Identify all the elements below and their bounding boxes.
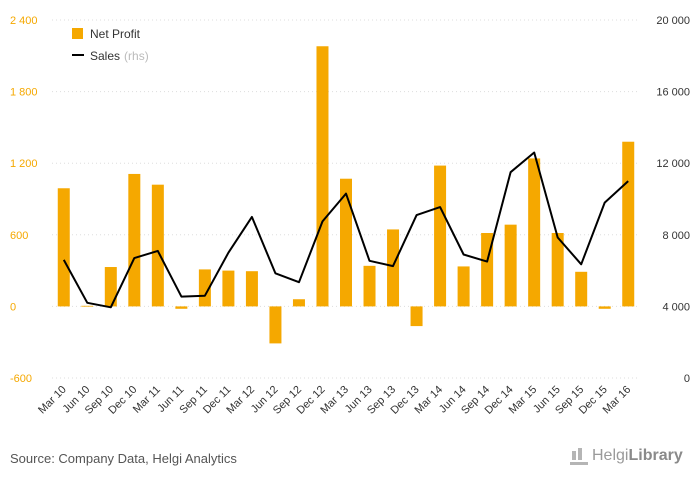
chart: 2 400 1 800 1 200 600 0 -600 20 000 16 000 12 0… — [10, 15, 690, 417]
left-axis: 2 400 1 800 1 200 600 0 -600 — [10, 15, 38, 385]
legend-label-sales-suffix: (rhs) — [124, 49, 149, 63]
bar-net-profit — [104, 267, 117, 307]
sales-line-series — [62, 151, 629, 309]
line-sales — [62, 151, 629, 309]
bar-net-profit — [128, 173, 141, 307]
right-axis: 20 000 16 000 12 000 8 000 4 000 0 — [656, 15, 690, 385]
bar-net-profit — [457, 266, 470, 307]
bar-net-profit — [598, 306, 611, 309]
bar-net-profit — [269, 306, 282, 344]
legend: Net Profit Sales (rhs) — [72, 27, 149, 63]
legend-label-sales: Sales (rhs) — [90, 49, 149, 63]
bar-net-profit — [434, 165, 447, 307]
right-tick-label: 12 000 — [656, 158, 690, 170]
bar-net-profit — [198, 269, 211, 307]
left-tick-label: 600 — [10, 230, 28, 242]
bar-net-profit — [528, 158, 541, 307]
right-tick-label: 8 000 — [662, 230, 690, 242]
legend-label-sales-name: Sales — [90, 49, 120, 63]
bar-net-profit — [57, 188, 70, 307]
brand-logo: Helgi Library — [570, 447, 683, 465]
bar-net-profit — [387, 229, 400, 307]
bar-net-profit — [151, 184, 164, 307]
right-tick-label: 16 000 — [656, 87, 690, 99]
bar-net-profit — [575, 271, 588, 307]
left-tick-label: 1 800 — [10, 87, 38, 99]
right-tick-label: 20 000 — [656, 15, 690, 27]
right-tick-label: 4 000 — [662, 301, 690, 313]
bar-net-profit — [340, 178, 352, 307]
helgi-library-logo-icon — [570, 447, 588, 465]
bar-net-profit — [363, 265, 376, 307]
bar-net-profit — [222, 270, 235, 307]
bar-net-profit — [504, 224, 517, 307]
bar-net-profit — [551, 233, 564, 307]
net-profit-bars — [57, 46, 635, 344]
right-tick-label: 0 — [684, 373, 690, 385]
bar-net-profit — [410, 306, 423, 327]
source-note: Source: Company Data, Helgi Analytics — [10, 451, 237, 466]
left-tick-label: 1 200 — [10, 158, 38, 170]
left-tick-label: 2 400 — [10, 15, 38, 27]
legend-label-net-profit: Net Profit — [90, 27, 141, 41]
bar-net-profit — [622, 141, 635, 307]
brand-name-light: Helgi — [592, 447, 629, 464]
left-tick-label: 0 — [10, 301, 16, 313]
brand-name-bold: Library — [628, 447, 683, 464]
legend-swatch-net-profit — [72, 28, 83, 39]
bar-net-profit — [316, 46, 329, 307]
bar-net-profit — [292, 299, 305, 307]
bar-net-profit — [175, 306, 188, 309]
bar-net-profit — [245, 271, 258, 307]
bar-net-profit — [81, 305, 94, 307]
left-tick-label: -600 — [10, 373, 32, 385]
